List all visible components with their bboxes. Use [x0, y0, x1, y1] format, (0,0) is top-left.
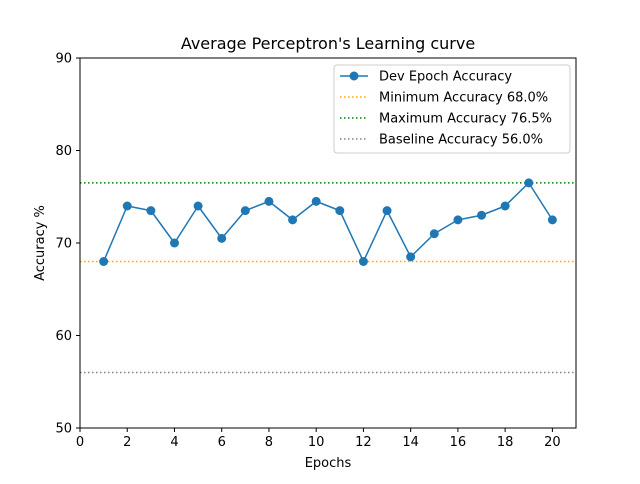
data-point	[477, 210, 487, 220]
legend-box	[333, 64, 571, 154]
series-layer	[99, 178, 557, 266]
x-tick-label: 6	[218, 435, 226, 450]
data-point	[406, 252, 416, 262]
y-tick-label: 60	[55, 329, 72, 344]
data-point	[547, 215, 557, 225]
data-point	[358, 257, 368, 266]
data-point	[264, 196, 274, 206]
y-axis-label: Accuracy %	[33, 205, 48, 281]
x-axis-label: Epochs	[305, 456, 352, 471]
x-tick-label: 18	[497, 435, 514, 450]
legend-marker	[349, 71, 359, 81]
data-point	[122, 201, 132, 211]
data-point	[524, 178, 534, 188]
x-tick-label: 16	[450, 435, 467, 450]
x-tick-label: 4	[170, 435, 178, 450]
data-point	[217, 233, 227, 243]
data-point	[169, 238, 179, 248]
data-point	[99, 257, 109, 266]
legend-label: Maximum Accuracy 76.5%	[379, 112, 552, 127]
y-axis: 50 60 70 80 90	[55, 52, 80, 437]
legend-label: Baseline Accuracy 56.0%	[379, 133, 543, 148]
data-point	[240, 206, 250, 216]
legend: Dev Epoch Accuracy Minimum Accuracy 68.0%…	[333, 64, 571, 154]
data-point	[453, 215, 463, 225]
x-tick-label: 12	[355, 435, 372, 450]
x-tick-label: 0	[76, 435, 84, 450]
legend-label: Dev Epoch Accuracy	[379, 70, 512, 85]
y-tick-label: 80	[55, 144, 72, 159]
y-tick-label: 90	[55, 52, 72, 67]
x-tick-label: 14	[402, 435, 419, 450]
y-tick-label: 70	[55, 237, 72, 252]
y-tick-label: 50	[55, 422, 72, 437]
data-point	[311, 196, 321, 206]
data-point	[193, 201, 203, 211]
x-tick-label: 8	[265, 435, 273, 450]
data-point	[429, 229, 439, 239]
x-tick-label: 10	[308, 435, 325, 450]
chart-title: Average Perceptron's Learning curve	[181, 34, 475, 53]
data-point	[335, 206, 345, 216]
data-point	[382, 206, 392, 216]
data-point	[288, 215, 298, 225]
data-point	[146, 206, 156, 216]
x-axis: 0 2 4 6 8 10 12 14 16 18 20	[76, 428, 561, 450]
x-tick-label: 2	[123, 435, 131, 450]
data-point	[500, 201, 510, 211]
reference-lines	[80, 182, 576, 374]
x-tick-label: 20	[544, 435, 561, 450]
plot-area	[79, 57, 577, 429]
legend-label: Minimum Accuracy 68.0%	[379, 91, 548, 106]
